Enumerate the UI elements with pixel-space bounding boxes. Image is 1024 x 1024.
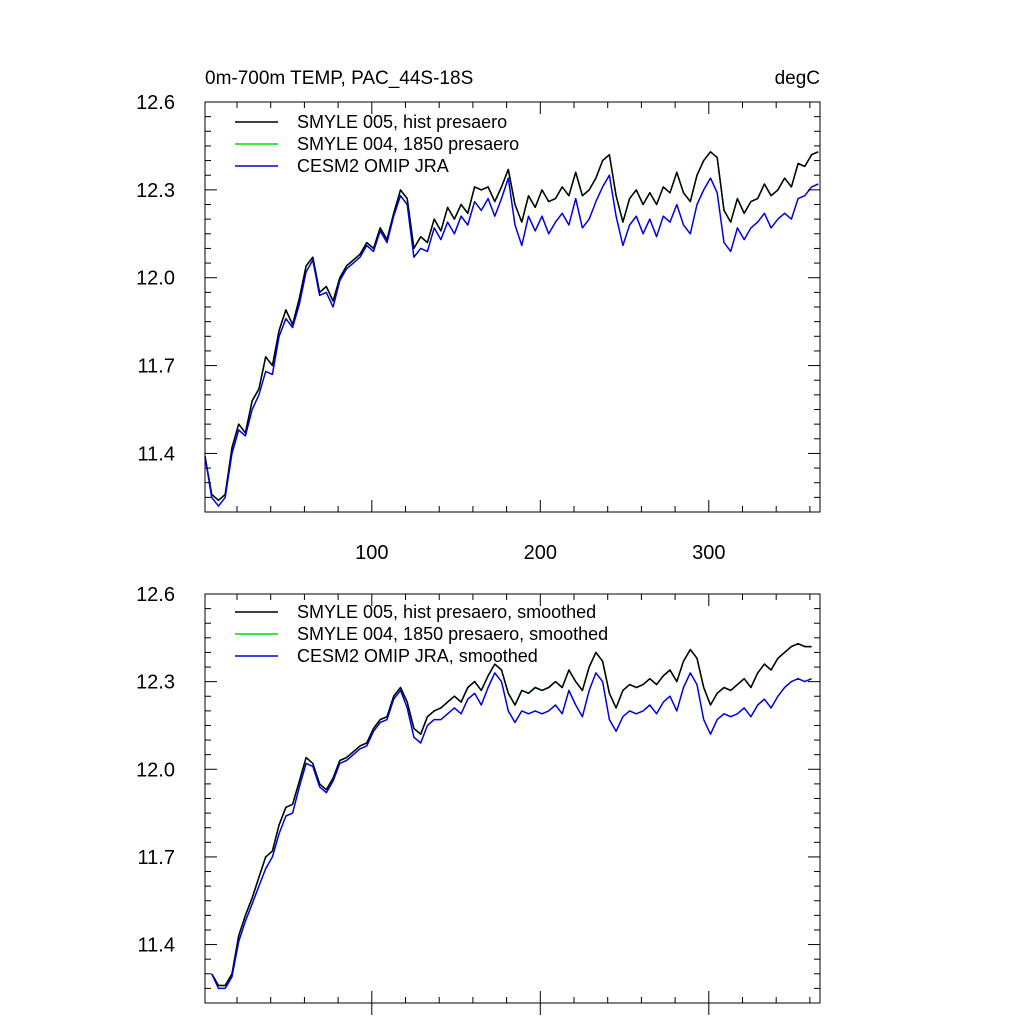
bottom-panel: 11.4 11.7 12.0 12.3 12.6 SMYLE 005, hist pres… bbox=[136, 584, 821, 1015]
series-line-2 bbox=[204, 174, 819, 507]
y-tick-label: 11.4 bbox=[138, 935, 175, 957]
x-tick-label: 300 bbox=[692, 542, 725, 564]
legend-label: SMYLE 004, 1850 presaero bbox=[297, 134, 519, 154]
x-tick-label: 200 bbox=[524, 542, 557, 564]
y-tick-label: 12.3 bbox=[136, 672, 175, 694]
y-tick-label: 11.4 bbox=[138, 443, 175, 465]
legend-label: CESM2 OMIP JRA, smoothed bbox=[297, 646, 538, 666]
series-line-1 bbox=[211, 642, 812, 987]
y-tick-label: 12.3 bbox=[136, 180, 175, 202]
y-tick-label: 12.0 bbox=[136, 759, 175, 781]
top-panel: 11.4 11.7 12.0 12.3 12.6 100 200 300 SMYLE 005, … bbox=[136, 92, 821, 564]
series-line-2 bbox=[211, 672, 812, 990]
y-tick-label: 11.7 bbox=[138, 356, 175, 378]
legend-label: CESM2 OMIP JRA bbox=[297, 156, 449, 176]
legend-label: SMYLE 005, hist presaero, smoothed bbox=[297, 602, 596, 622]
legend-label: SMYLE 004, 1850 presaero, smoothed bbox=[297, 624, 608, 644]
x-tick-label: 100 bbox=[355, 542, 388, 564]
y-tick-label: 12.0 bbox=[136, 268, 175, 290]
legend-label: SMYLE 005, hist presaero bbox=[297, 112, 507, 132]
y-tick-label: 12.6 bbox=[136, 92, 175, 114]
series-line-0 bbox=[211, 642, 812, 987]
y-tick-label: 12.6 bbox=[136, 584, 175, 606]
units-label: degC bbox=[775, 68, 820, 89]
chart-title: 0m-700m TEMP, PAC_44S-18S bbox=[205, 68, 473, 89]
y-tick-label: 11.7 bbox=[138, 847, 175, 869]
series-line-0 bbox=[204, 151, 819, 502]
